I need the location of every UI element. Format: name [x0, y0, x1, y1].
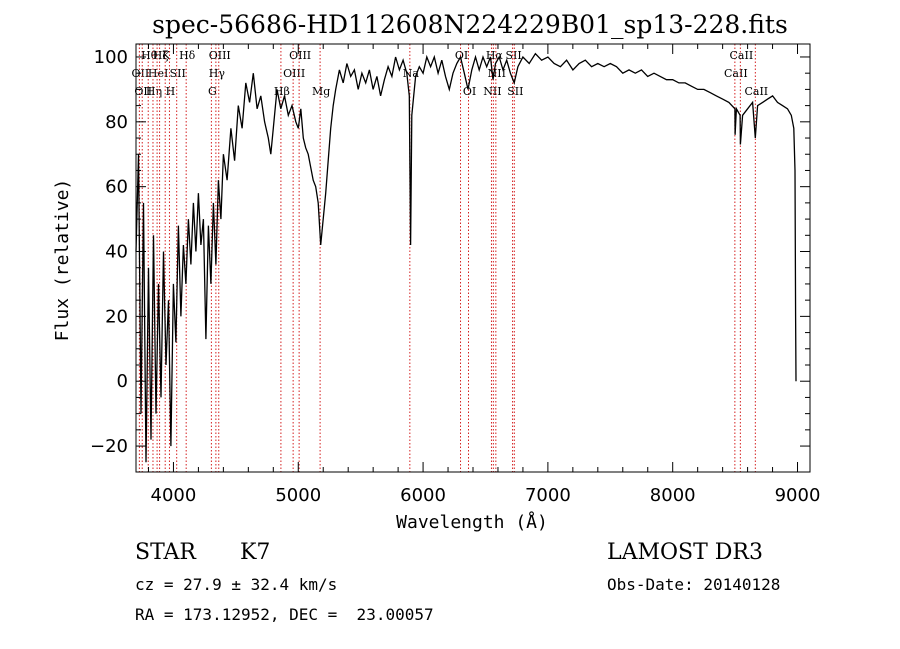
x-axis-label: Wavelength (Å)	[396, 511, 548, 533]
line-marker-label: Mg	[312, 85, 330, 98]
y-tick-label: 40	[105, 242, 128, 263]
y-axis: −20 0 20 40 60 80 100	[90, 47, 810, 457]
x-tick-label: 4000	[151, 485, 197, 506]
line-marker-label: OI	[455, 49, 468, 62]
line-marker-label: OII	[134, 85, 152, 98]
x-axis: 4000 5000 6000 7000 8000 9000	[147, 44, 821, 506]
line-marker-label: HeI	[148, 67, 168, 80]
y-tick-label: 60	[105, 177, 128, 198]
y-tick-label: 80	[105, 112, 128, 133]
line-marker-label: OIII	[289, 49, 311, 62]
plot-frame	[135, 43, 811, 473]
line-marker-label: CaII	[724, 67, 748, 80]
x-tick-label: 5000	[275, 485, 321, 506]
line-marker-label: SII	[505, 49, 521, 62]
chart-title: spec-56686-HD112608N224229B01_sp13-228.f…	[152, 10, 788, 39]
survey-name: LAMOST DR3	[607, 540, 763, 565]
y-axis-label: Flux (relative)	[52, 179, 73, 342]
line-marker-label: NII	[483, 85, 501, 98]
coordinates: RA = 173.12952, DEC = 23.00057	[135, 605, 434, 624]
flux-series-line	[135, 52, 797, 463]
object-type: STAR	[135, 540, 196, 565]
redshift-velocity: cz = 27.9 ± 32.4 km/s	[135, 575, 338, 594]
y-tick-label: −20	[90, 436, 128, 457]
line-marker-label: Hθ	[141, 49, 158, 62]
line-marker-label: SII	[170, 67, 186, 80]
line-marker-label: SII	[507, 85, 523, 98]
line-marker-label: CaII	[730, 49, 754, 62]
y-tick-label: 20	[105, 306, 128, 327]
x-tick-label: 8000	[650, 485, 696, 506]
y-tick-label: 0	[117, 371, 128, 392]
line-marker-label: OIII	[209, 49, 231, 62]
line-marker-label: K	[162, 49, 171, 62]
line-marker-label: G	[208, 85, 217, 98]
x-tick-label: 7000	[525, 485, 571, 506]
y-tick-label: 100	[94, 47, 128, 68]
line-markers: OIIOIIHθHηHeIHζKHSIIHδGHγOIIIHβOIIIOIIIM…	[132, 44, 768, 472]
line-marker-label: CaII	[744, 85, 768, 98]
x-tick-label: 9000	[775, 485, 821, 506]
line-marker-label: Hη	[146, 85, 162, 98]
line-marker-label: OIII	[283, 67, 305, 80]
spectral-class: K7	[240, 540, 271, 565]
line-marker-label: Hζ	[153, 49, 169, 62]
line-marker-label: OI	[463, 85, 476, 98]
line-marker-label: Hα	[486, 49, 504, 62]
line-marker-label: Hδ	[179, 49, 196, 62]
line-marker-label: H	[166, 85, 176, 98]
observation-date: Obs-Date: 20140128	[607, 575, 781, 594]
line-marker-label: Hγ	[209, 67, 226, 80]
x-tick-label: 6000	[400, 485, 446, 506]
